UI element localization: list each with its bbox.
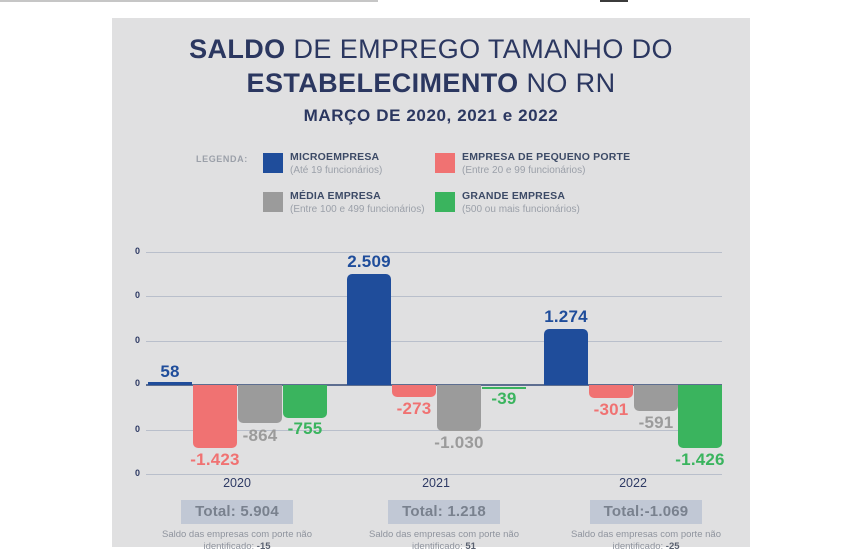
legend-detail: (Entre 100 e 499 funcionários) [290,204,425,215]
window-top-border-dark [600,0,628,2]
legend-swatch-microempresa [263,153,283,173]
legend-swatch-media-empresa [263,192,283,212]
legend-detail: (Entre 20 e 99 funcionários) [462,165,586,176]
title-rest1: DE EMPREGO TAMANHO DO [285,34,673,64]
total-badge-2020: Total: 5.904 [181,500,293,524]
y-tick-label: 0 [134,335,140,345]
bar-2021-microempresa [347,274,391,385]
title-block: SALDO DE EMPREGO TAMANHO DO ESTABELECIME… [112,32,750,126]
note-prefix: identificado: [412,541,466,552]
legend-name: MÉDIA EMPRESA [290,190,381,202]
page-title-line1: SALDO DE EMPREGO TAMANHO DO [112,32,750,66]
gridline-1000 [146,341,722,342]
legend-name: EMPRESA DE PEQUENO PORTE [462,151,631,163]
bar-label-2022-pequeno-porte: -301 [593,400,629,419]
note-line1: Saldo das empresas com porte não [369,529,519,540]
gridline-minus-2000 [146,474,722,475]
footer-group-2021: Total: 1.218 Saldo das empresas com port… [344,500,544,552]
gridline-minus-1000 [146,430,722,431]
bar-2021-pequeno-porte [392,385,436,397]
bar-label-2020-microempresa: 58 [160,362,180,381]
total-badge-2021: Total: 1.218 [388,500,500,524]
bar-label-2022-microempresa: 1.274 [544,307,588,326]
y-tick-label: 0 [134,290,140,300]
bar-label-2021-pequeno-porte: -273 [396,399,432,418]
note-line1: Saldo das empresas com porte não [162,529,312,540]
bar-label-2022-grande-empresa: -1.426 [675,450,725,469]
bar-label-2021-grande-empresa: -39 [491,389,517,408]
page-title-line2: ESTABELECIMENTO NO RN [112,66,750,100]
footer-group-2022: Total:-1.069 Saldo das empresas com port… [546,500,746,552]
note-value: -25 [665,541,680,552]
footer-note-2020: Saldo das empresas com porte não identif… [137,529,337,552]
note-line1: Saldo das empresas com porte não [571,529,721,540]
note-value: 51 [465,541,476,552]
legend-detail: (Até 19 funcionários) [290,165,383,176]
bar-2020-microempresa [148,382,192,385]
note-prefix: identificado: [612,541,666,552]
bar-2022-pequeno-porte [589,385,633,398]
page-subtitle: MARÇO DE 2020, 2021 e 2022 [303,106,559,125]
legend-detail: (500 ou mais funcionários) [462,204,580,215]
y-tick-label: 0 [134,378,140,388]
note-value: -15 [256,541,271,552]
footer-note-2022: Saldo das empresas com porte não identif… [546,529,746,552]
footer-note-2021: Saldo das empresas com porte não identif… [344,529,544,552]
bar-2022-media-empresa [634,385,678,411]
footer-group-2020: Total: 5.904 Saldo das empresas com port… [137,500,337,552]
title-strong2: ESTABELECIMENTO [246,68,519,98]
bar-2021-media-empresa [437,385,481,431]
y-tick-label: 0 [134,468,140,478]
bar-2021-grande-empresa [482,387,526,389]
legend-swatch-pequeno-porte [435,153,455,173]
legend-swatch-grande-empresa [435,192,455,212]
title-rest2: NO RN [518,68,616,98]
legend-name: MICROEMPRESA [290,151,380,163]
gridline-2000 [146,296,722,297]
bar-label-2020-grande-empresa: -755 [287,419,323,438]
bar-2022-microempresa [544,329,588,385]
bar-label-2020-media-empresa: -864 [242,426,278,445]
bar-label-2022-media-empresa: -591 [638,413,674,432]
legend-name: GRANDE EMPRESA [462,190,566,202]
y-tick-label: 0 [134,424,140,434]
chart-panel: SALDO DE EMPREGO TAMANHO DO ESTABELECIME… [112,18,750,552]
bar-label-2021-media-empresa: -1.030 [434,433,484,452]
y-tick-label: 0 [134,246,140,256]
total-badge-2022: Total:-1.069 [589,500,703,524]
x-axis-label-2022: 2022 [619,476,647,490]
bar-label-2021-microempresa: 2.509 [347,252,391,271]
title-strong1: SALDO [189,34,286,64]
bar-2020-pequeno-porte [193,385,237,448]
bar-2020-grande-empresa [283,385,327,418]
window-top-border [0,0,378,2]
gridline-3000 [146,252,722,253]
bar-label-2020-pequeno-porte: -1.423 [190,450,240,469]
bar-2020-media-empresa [238,385,282,423]
bar-2022-grande-empresa [678,385,722,448]
x-axis-label-2020: 2020 [223,476,251,490]
x-axis-label-2021: 2021 [422,476,450,490]
note-prefix: identificado: [203,541,257,552]
legend-label: LEGENDA: [196,154,248,164]
